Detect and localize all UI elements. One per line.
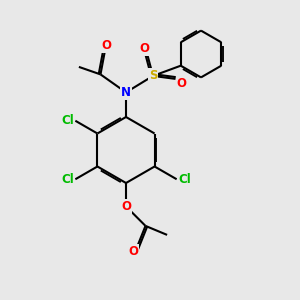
Text: Cl: Cl bbox=[178, 173, 191, 186]
Text: O: O bbox=[139, 42, 149, 56]
Text: O: O bbox=[128, 245, 139, 258]
Text: S: S bbox=[149, 69, 157, 82]
Text: N: N bbox=[121, 86, 131, 99]
Text: O: O bbox=[176, 77, 187, 90]
Text: Cl: Cl bbox=[61, 173, 74, 186]
Text: Cl: Cl bbox=[61, 114, 74, 127]
Text: O: O bbox=[121, 200, 131, 213]
Text: O: O bbox=[101, 39, 112, 52]
